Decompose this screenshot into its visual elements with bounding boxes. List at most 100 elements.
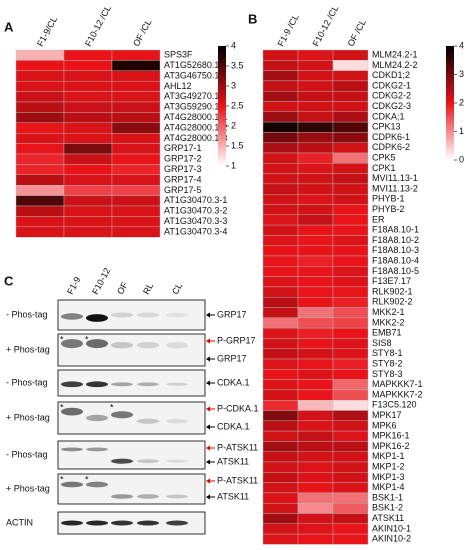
row-label: GRP17-5 [164, 185, 202, 195]
row-label: AKIN10-1 [372, 523, 411, 533]
phospho-marker: * [60, 402, 64, 412]
panel-label: B [248, 11, 257, 26]
blot-band [166, 342, 188, 349]
heatmap-cell [111, 60, 161, 72]
heatmap-cell [63, 143, 113, 155]
heatmap-cell [297, 348, 334, 360]
heatmap-cell [262, 379, 299, 391]
heatmap-cell [332, 224, 369, 236]
heatmap-cell [297, 297, 334, 308]
arrow-head [206, 459, 210, 465]
heatmap-cell [332, 204, 369, 216]
row-label: AT4G28000.1-1 [164, 112, 227, 122]
heatmap-cell [15, 60, 65, 72]
heatmap-cell [297, 400, 334, 411]
colorbar [218, 46, 226, 166]
row-label: ER [372, 214, 385, 224]
heatmap-cell [63, 205, 113, 217]
heatmap-cell [262, 183, 299, 195]
row-label: MAPKKK7-1 [372, 379, 423, 389]
target-label: P-GRP17 [217, 335, 256, 345]
row-label: F18A8.10-4 [372, 256, 419, 266]
heatmap-cell [297, 472, 334, 483]
row-label: SPS3F [164, 50, 193, 60]
target-label: P-ATSK11 [217, 475, 258, 485]
heatmap-cell [15, 216, 65, 227]
blot-row-label: - Phos-tag [6, 449, 48, 459]
heatmap-cell [332, 410, 369, 422]
blot-row-label: + Phos-tag [6, 483, 50, 493]
heatmap-cell [63, 60, 113, 72]
heatmap-cell [262, 410, 299, 422]
arrow-head [206, 478, 210, 484]
row-label: MKP1-3 [372, 472, 405, 482]
heatmap-cell [262, 214, 299, 226]
colorbar-tick-label: 0 [459, 154, 464, 164]
heatmap-cell [262, 348, 299, 360]
heatmap-cell [15, 80, 65, 92]
blot-row-label: - Phos-tag [6, 377, 48, 387]
blot-band [61, 481, 83, 488]
row-label: CDKG2-1 [372, 80, 411, 90]
row-label: PHYB-1 [372, 194, 405, 204]
heatmap-cell [297, 90, 334, 102]
column-label: OF /CL [131, 18, 153, 48]
row-label: RLK902-1 [372, 286, 413, 296]
arrow-head [206, 312, 210, 318]
heatmap-cell [332, 235, 369, 246]
blot-band [166, 382, 188, 386]
target-label: CDKA.1 [217, 377, 250, 387]
heatmap-cell [297, 338, 334, 349]
blot-band [166, 312, 188, 318]
row-label: BSK1-2 [372, 503, 403, 513]
phospho-marker: * [85, 334, 89, 344]
blot-band [61, 407, 83, 416]
blot-band [137, 459, 159, 464]
row-label: EMB71 [372, 328, 402, 338]
arrow-head [206, 338, 210, 344]
heatmap-cell [297, 49, 334, 61]
blot-band [166, 418, 188, 424]
lane-label: OF [115, 280, 130, 296]
heatmap-cell [332, 255, 369, 267]
row-label: CPK1 [372, 163, 396, 173]
heatmap-cell [332, 297, 369, 308]
row-label: AT1G30470.3-2 [164, 206, 227, 216]
blot-band [137, 418, 159, 424]
blot-row-label: + Phos-tag [6, 412, 50, 422]
heatmap-cell [63, 80, 113, 92]
heatmap-cell [332, 307, 369, 319]
heatmap-cell [111, 80, 161, 92]
heatmap-cell [332, 121, 369, 133]
row-label: CPK13 [372, 122, 401, 132]
heatmap-cell [15, 91, 65, 103]
heatmap-cell [262, 255, 299, 267]
heatmap-cell [297, 420, 334, 432]
heatmap-cell [262, 101, 299, 113]
row-label: STY8-2 [372, 359, 403, 369]
row-label: MLM24.2-2 [372, 60, 418, 70]
row-label: CDKA;1 [372, 111, 405, 121]
heatmap-cell [262, 503, 299, 514]
row-label: CDPK6-1 [372, 132, 410, 142]
lane-label: CL [170, 281, 184, 296]
panel-label: A [4, 19, 14, 34]
heatmap-cell [111, 216, 161, 227]
target-label: GRP17 [217, 353, 247, 363]
heatmap-cell [297, 389, 334, 401]
blot-row-label: ACTIN [6, 517, 33, 527]
heatmap-cell [262, 80, 299, 92]
blot-band [86, 314, 108, 322]
heatmap-cell [111, 101, 161, 113]
heatmap-cell [262, 327, 299, 339]
heatmap-cell [111, 49, 161, 61]
heatmap-cell [262, 441, 299, 452]
heatmap-cell [262, 451, 299, 463]
heatmap-cell [262, 389, 299, 401]
heatmap-cell [262, 492, 299, 504]
blot-band [137, 382, 159, 387]
heatmap-cell [262, 152, 299, 164]
column-label: OF /CL [346, 18, 368, 48]
heatmap-cell [332, 193, 369, 205]
heatmap-cell [297, 121, 334, 133]
